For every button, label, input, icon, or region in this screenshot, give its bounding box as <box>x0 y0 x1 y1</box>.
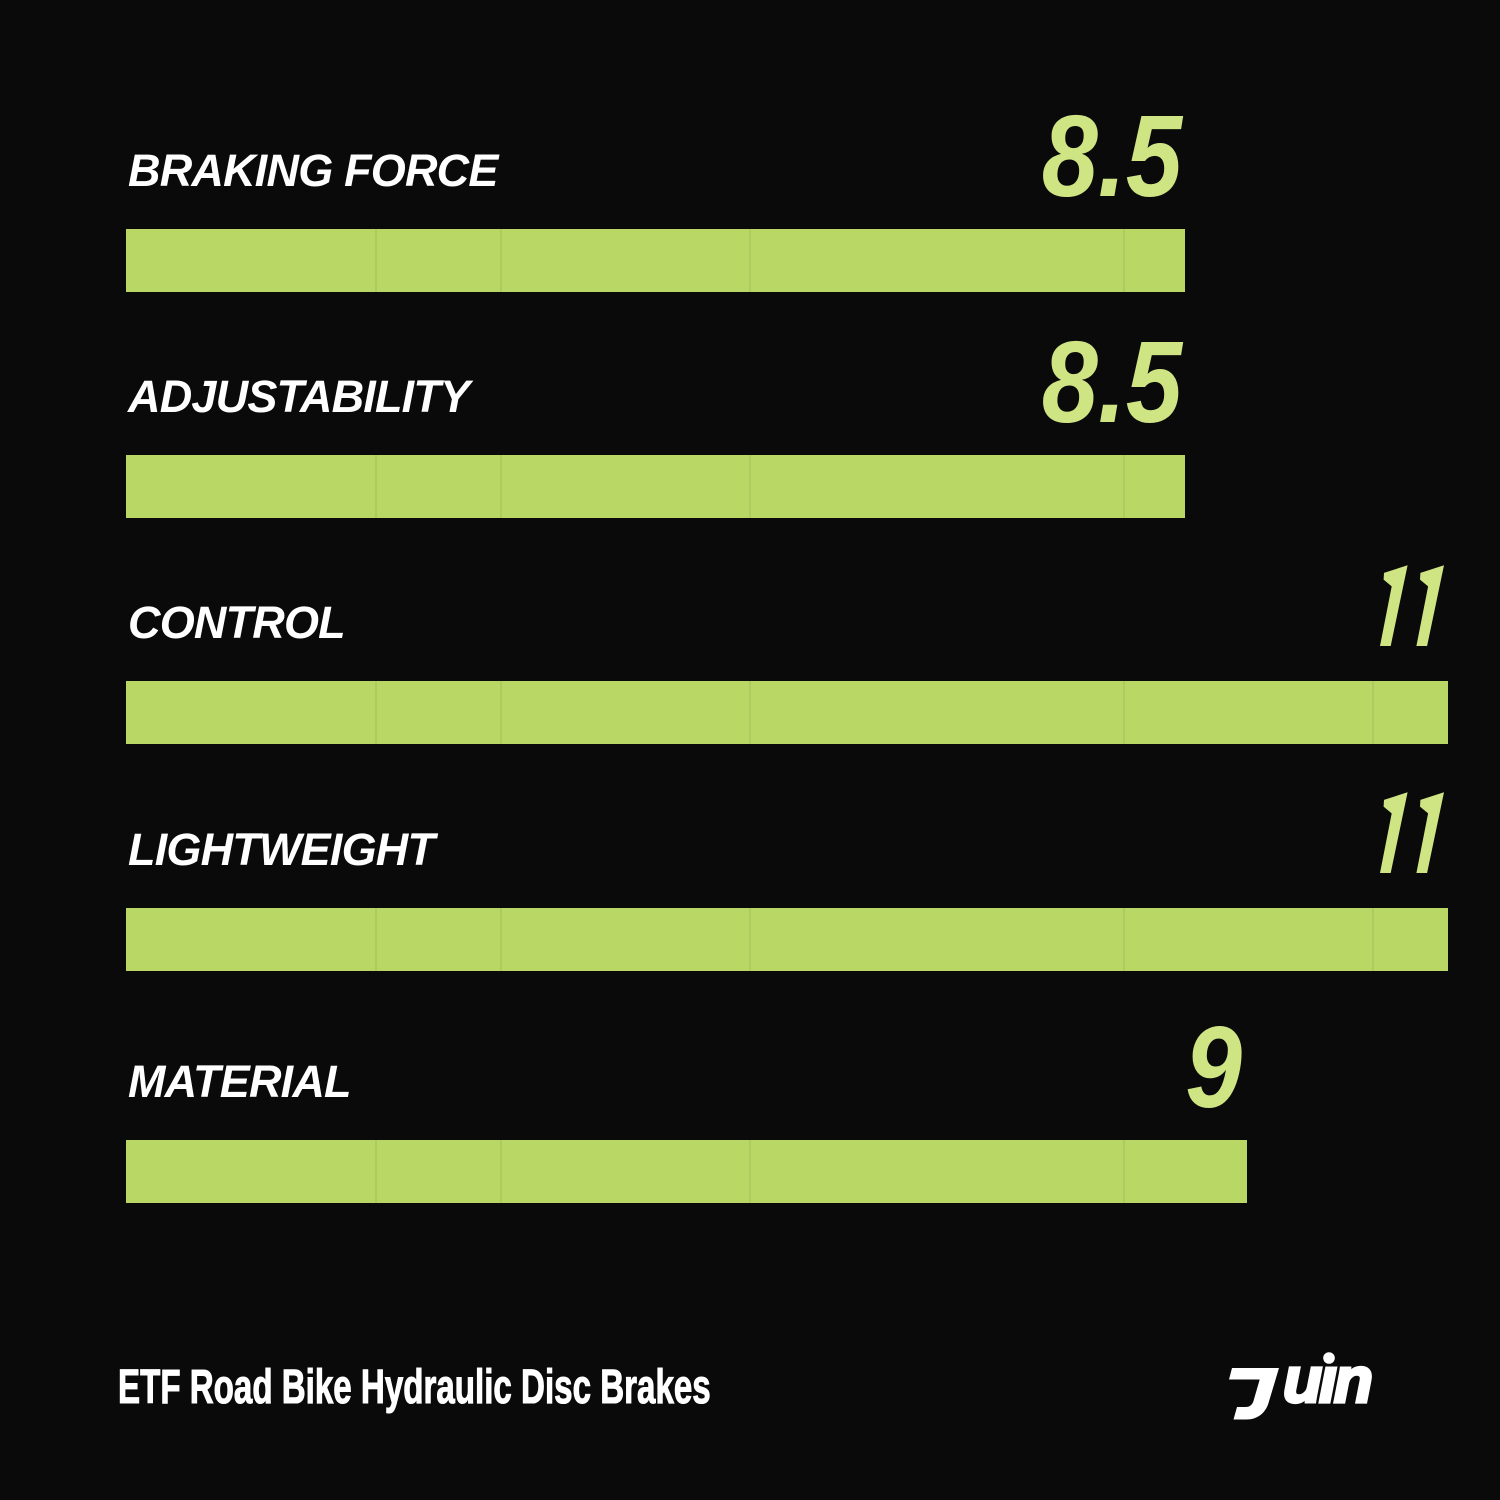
svg-text:uın: uın <box>1283 1344 1371 1416</box>
